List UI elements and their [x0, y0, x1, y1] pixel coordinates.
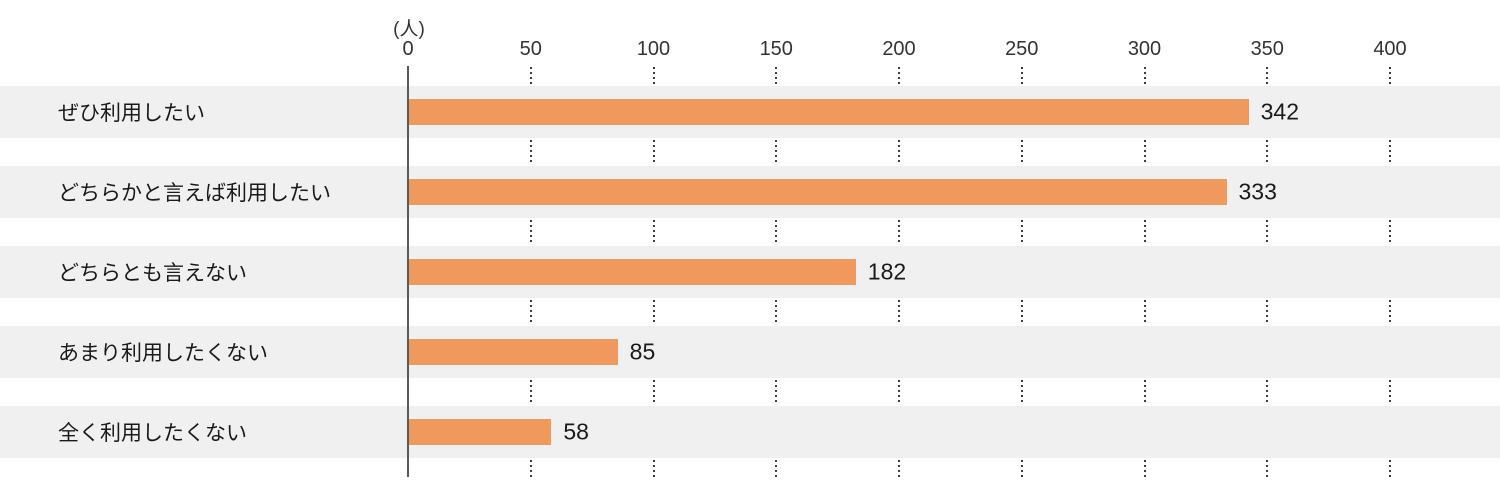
dotted-gridline — [1266, 220, 1269, 244]
dotted-gridline — [1143, 220, 1146, 244]
x-axis-tick-label: 300 — [1127, 38, 1162, 60]
dotted-gridline — [1020, 67, 1023, 85]
x-axis-tick-label: 100 — [636, 38, 671, 60]
dotted-gridline — [775, 300, 778, 324]
dotted-gridline — [529, 220, 532, 244]
dotted-gridline — [1389, 220, 1391, 244]
dotted-gridline — [1266, 300, 1269, 324]
dotted-gridline — [775, 380, 778, 404]
dotted-gridline — [652, 460, 655, 477]
bar-value-label: 342 — [1260, 98, 1299, 125]
x-axis-tick-label: 350 — [1250, 38, 1284, 60]
dotted-gridline — [775, 67, 778, 85]
dotted-gridline — [1389, 140, 1391, 164]
dotted-gridline — [652, 380, 655, 404]
category-label: どちらとも言えない — [58, 262, 247, 285]
dotted-gridline — [898, 460, 900, 477]
y-axis-line — [407, 66, 409, 477]
dotted-gridline — [529, 140, 532, 164]
dotted-gridline — [898, 380, 900, 404]
dotted-gridline — [529, 300, 532, 324]
dotted-gridline — [775, 140, 778, 164]
row-band — [0, 406, 1500, 458]
dotted-gridline — [1143, 140, 1146, 164]
dotted-gridline — [1020, 460, 1023, 477]
x-axis-tick-label: 0 — [402, 38, 414, 60]
bar-value-label: 182 — [867, 258, 907, 285]
dotted-gridline — [898, 67, 900, 85]
dotted-gridline — [652, 140, 655, 164]
dotted-gridline — [1143, 460, 1146, 477]
bar-segment — [409, 259, 856, 285]
dotted-gridline — [1020, 300, 1023, 324]
dotted-gridline — [1266, 67, 1269, 85]
x-axis-tick-label: 150 — [759, 38, 793, 60]
dotted-gridline — [1020, 220, 1023, 244]
dotted-gridline — [1389, 300, 1391, 324]
dotted-gridline — [529, 67, 532, 85]
bar-segment — [409, 339, 618, 365]
dotted-gridline — [775, 460, 778, 477]
category-label: どちらかと言えば利用したい — [58, 182, 331, 205]
dotted-gridline — [1143, 67, 1146, 85]
dotted-gridline — [1266, 380, 1269, 404]
dotted-gridline — [1020, 380, 1023, 404]
dotted-gridline — [529, 380, 532, 404]
category-label: あまり利用したくない — [58, 342, 268, 365]
bar-value-label: 58 — [563, 418, 589, 445]
dotted-gridline — [652, 300, 655, 324]
dotted-gridline — [1143, 300, 1146, 324]
dotted-gridline — [898, 220, 900, 244]
x-axis-tick-label: 200 — [882, 38, 916, 60]
dotted-gridline — [529, 460, 532, 477]
dotted-gridline — [1266, 460, 1269, 477]
dotted-gridline — [1389, 460, 1391, 477]
dotted-gridline — [1266, 140, 1269, 164]
bar-value-label: 85 — [629, 338, 656, 365]
dotted-gridline — [775, 220, 778, 244]
dotted-gridline — [1020, 140, 1023, 164]
dotted-gridline — [1389, 380, 1391, 404]
axis-unit-label: (人) — [393, 19, 425, 40]
category-label: ぜひ利用したい — [58, 102, 205, 125]
dotted-gridline — [1143, 380, 1146, 404]
x-axis-tick-label: 50 — [519, 38, 542, 60]
bar-segment — [409, 419, 552, 445]
row-band — [0, 326, 1500, 378]
dotted-gridline — [652, 220, 655, 244]
dotted-gridline — [1389, 67, 1391, 85]
bar-segment — [409, 99, 1249, 125]
x-axis-tick-label: 400 — [1373, 38, 1407, 60]
category-label: 全く利用したくない — [58, 422, 247, 445]
dotted-gridline — [652, 67, 655, 85]
bar-value-label: 333 — [1238, 178, 1277, 205]
x-axis-tick-label: 250 — [1005, 38, 1039, 60]
dotted-gridline — [898, 140, 900, 164]
dotted-gridline — [898, 300, 900, 324]
bar-segment — [409, 179, 1227, 205]
